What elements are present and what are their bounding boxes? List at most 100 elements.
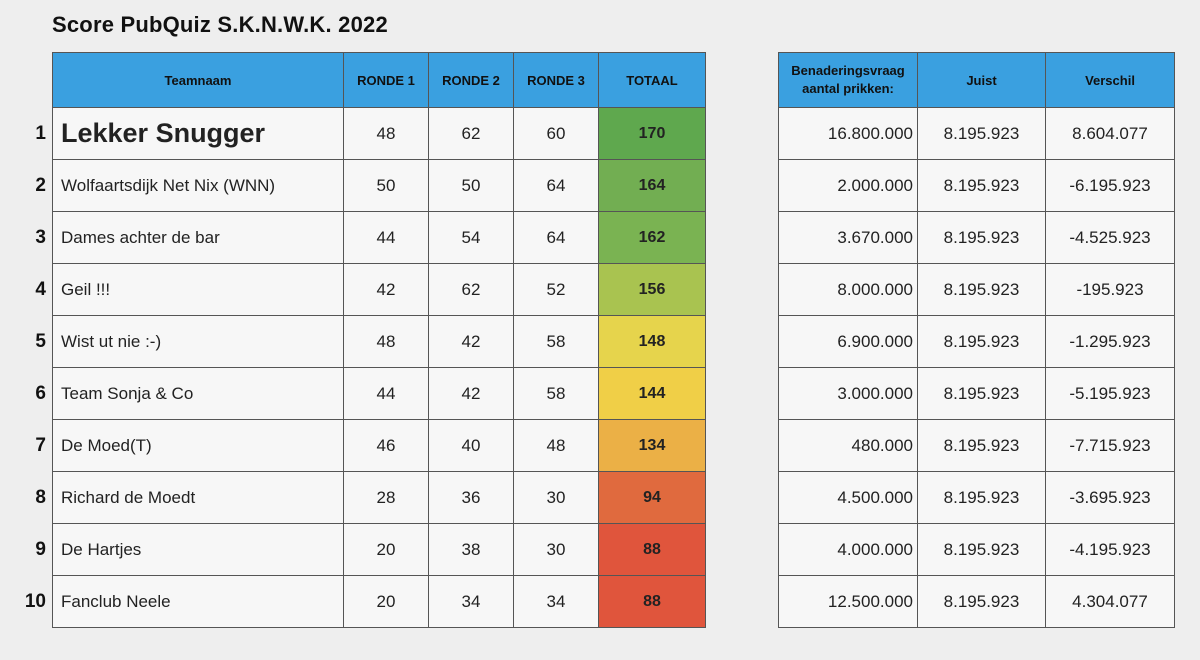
estimate-table-header: Benaderingsvraag aantal prikken: Juist V… bbox=[778, 52, 1175, 108]
header-ronde-1: RONDE 1 bbox=[343, 52, 429, 108]
estimate-cell: 4.500.000 bbox=[778, 471, 918, 524]
difference-cell: -1.295.923 bbox=[1045, 315, 1175, 368]
correct-cell: 8.195.923 bbox=[917, 471, 1046, 524]
team-name-cell: Lekker Snugger bbox=[52, 107, 344, 160]
difference-cell: -195.923 bbox=[1045, 263, 1175, 316]
correct-cell: 8.195.923 bbox=[917, 315, 1046, 368]
team-name-cell: Richard de Moedt bbox=[52, 471, 344, 524]
ronde-1-cell: 48 bbox=[343, 107, 429, 160]
ronde-1-cell: 20 bbox=[343, 523, 429, 576]
table-row: Dames achter de bar 44 54 64 162 bbox=[52, 211, 706, 264]
ronde-3-cell: 64 bbox=[513, 211, 599, 264]
table-row: 12.500.000 8.195.923 4.304.077 bbox=[778, 575, 1175, 628]
ronde-2-cell: 40 bbox=[428, 419, 514, 472]
ronde-3-cell: 30 bbox=[513, 523, 599, 576]
correct-cell: 8.195.923 bbox=[917, 107, 1046, 160]
estimate-cell: 2.000.000 bbox=[778, 159, 918, 212]
ronde-3-cell: 58 bbox=[513, 315, 599, 368]
rank-number: 1 bbox=[35, 122, 46, 144]
difference-cell: -4.525.923 bbox=[1045, 211, 1175, 264]
header-verschil: Verschil bbox=[1045, 52, 1175, 108]
totaal-cell: 162 bbox=[598, 211, 706, 264]
rank-number: 6 bbox=[35, 382, 46, 404]
rank-number: 5 bbox=[35, 330, 46, 352]
ronde-1-cell: 46 bbox=[343, 419, 429, 472]
estimate-cell: 16.800.000 bbox=[778, 107, 918, 160]
totaal-cell: 88 bbox=[598, 523, 706, 576]
ronde-2-cell: 42 bbox=[428, 315, 514, 368]
score-table: Teamnaam RONDE 1 RONDE 2 RONDE 3 TOTAAL … bbox=[52, 52, 706, 628]
score-table-header: Teamnaam RONDE 1 RONDE 2 RONDE 3 TOTAAL bbox=[52, 52, 706, 108]
ronde-1-cell: 44 bbox=[343, 367, 429, 420]
ronde-2-cell: 62 bbox=[428, 107, 514, 160]
totaal-cell: 170 bbox=[598, 107, 706, 160]
table-row: Wist ut nie :-) 48 42 58 148 bbox=[52, 315, 706, 368]
estimate-table: Benaderingsvraag aantal prikken: Juist V… bbox=[778, 52, 1175, 628]
ronde-1-cell: 20 bbox=[343, 575, 429, 628]
estimate-cell: 480.000 bbox=[778, 419, 918, 472]
rank-number: 3 bbox=[35, 226, 46, 248]
page-title: Score PubQuiz S.K.N.W.K. 2022 bbox=[52, 12, 388, 37]
header-teamnaam: Teamnaam bbox=[52, 52, 344, 108]
team-name-cell: Wolfaartsdijk Net Nix (WNN) bbox=[52, 159, 344, 212]
ronde-2-cell: 38 bbox=[428, 523, 514, 576]
estimate-cell: 12.500.000 bbox=[778, 575, 918, 628]
correct-cell: 8.195.923 bbox=[917, 523, 1046, 576]
header-benaderingsvraag: Benaderingsvraag aantal prikken: bbox=[778, 52, 918, 108]
totaal-cell: 134 bbox=[598, 419, 706, 472]
table-row: De Moed(T) 46 40 48 134 bbox=[52, 419, 706, 472]
header-totaal: TOTAAL bbox=[598, 52, 706, 108]
ronde-1-cell: 28 bbox=[343, 471, 429, 524]
table-row: 3.000.000 8.195.923 -5.195.923 bbox=[778, 367, 1175, 420]
rank-number: 8 bbox=[35, 486, 46, 508]
rank-number: 7 bbox=[35, 434, 46, 456]
ronde-2-cell: 62 bbox=[428, 263, 514, 316]
ronde-1-cell: 48 bbox=[343, 315, 429, 368]
estimate-cell: 4.000.000 bbox=[778, 523, 918, 576]
correct-cell: 8.195.923 bbox=[917, 263, 1046, 316]
estimate-cell: 3.670.000 bbox=[778, 211, 918, 264]
table-row: 4.500.000 8.195.923 -3.695.923 bbox=[778, 471, 1175, 524]
table-row: 8.000.000 8.195.923 -195.923 bbox=[778, 263, 1175, 316]
table-row: De Hartjes 20 38 30 88 bbox=[52, 523, 706, 576]
ronde-2-cell: 50 bbox=[428, 159, 514, 212]
ronde-1-cell: 50 bbox=[343, 159, 429, 212]
table-row: Fanclub Neele 20 34 34 88 bbox=[52, 575, 706, 628]
table-row: 16.800.000 8.195.923 8.604.077 bbox=[778, 107, 1175, 160]
difference-cell: 4.304.077 bbox=[1045, 575, 1175, 628]
estimate-cell: 6.900.000 bbox=[778, 315, 918, 368]
team-name-cell: Geil !!! bbox=[52, 263, 344, 316]
totaal-cell: 88 bbox=[598, 575, 706, 628]
team-name-cell: Team Sonja & Co bbox=[52, 367, 344, 420]
ronde-3-cell: 30 bbox=[513, 471, 599, 524]
difference-cell: -4.195.923 bbox=[1045, 523, 1175, 576]
rank-number: 2 bbox=[35, 174, 46, 196]
ronde-2-cell: 42 bbox=[428, 367, 514, 420]
team-name-cell: De Moed(T) bbox=[52, 419, 344, 472]
totaal-cell: 164 bbox=[598, 159, 706, 212]
totaal-cell: 144 bbox=[598, 367, 706, 420]
table-row: 6.900.000 8.195.923 -1.295.923 bbox=[778, 315, 1175, 368]
table-row: Wolfaartsdijk Net Nix (WNN) 50 50 64 164 bbox=[52, 159, 706, 212]
correct-cell: 8.195.923 bbox=[917, 575, 1046, 628]
ronde-1-cell: 42 bbox=[343, 263, 429, 316]
team-name-cell: Fanclub Neele bbox=[52, 575, 344, 628]
table-row: 3.670.000 8.195.923 -4.525.923 bbox=[778, 211, 1175, 264]
ronde-3-cell: 64 bbox=[513, 159, 599, 212]
team-name-cell: Wist ut nie :-) bbox=[52, 315, 344, 368]
ronde-3-cell: 52 bbox=[513, 263, 599, 316]
ronde-1-cell: 44 bbox=[343, 211, 429, 264]
correct-cell: 8.195.923 bbox=[917, 419, 1046, 472]
team-name-cell: De Hartjes bbox=[52, 523, 344, 576]
ronde-2-cell: 34 bbox=[428, 575, 514, 628]
table-row: Richard de Moedt 28 36 30 94 bbox=[52, 471, 706, 524]
ronde-3-cell: 58 bbox=[513, 367, 599, 420]
totaal-cell: 156 bbox=[598, 263, 706, 316]
table-row: 4.000.000 8.195.923 -4.195.923 bbox=[778, 523, 1175, 576]
ronde-3-cell: 48 bbox=[513, 419, 599, 472]
ronde-2-cell: 36 bbox=[428, 471, 514, 524]
table-row: 480.000 8.195.923 -7.715.923 bbox=[778, 419, 1175, 472]
correct-cell: 8.195.923 bbox=[917, 211, 1046, 264]
estimate-cell: 8.000.000 bbox=[778, 263, 918, 316]
rank-number: 4 bbox=[35, 278, 46, 300]
